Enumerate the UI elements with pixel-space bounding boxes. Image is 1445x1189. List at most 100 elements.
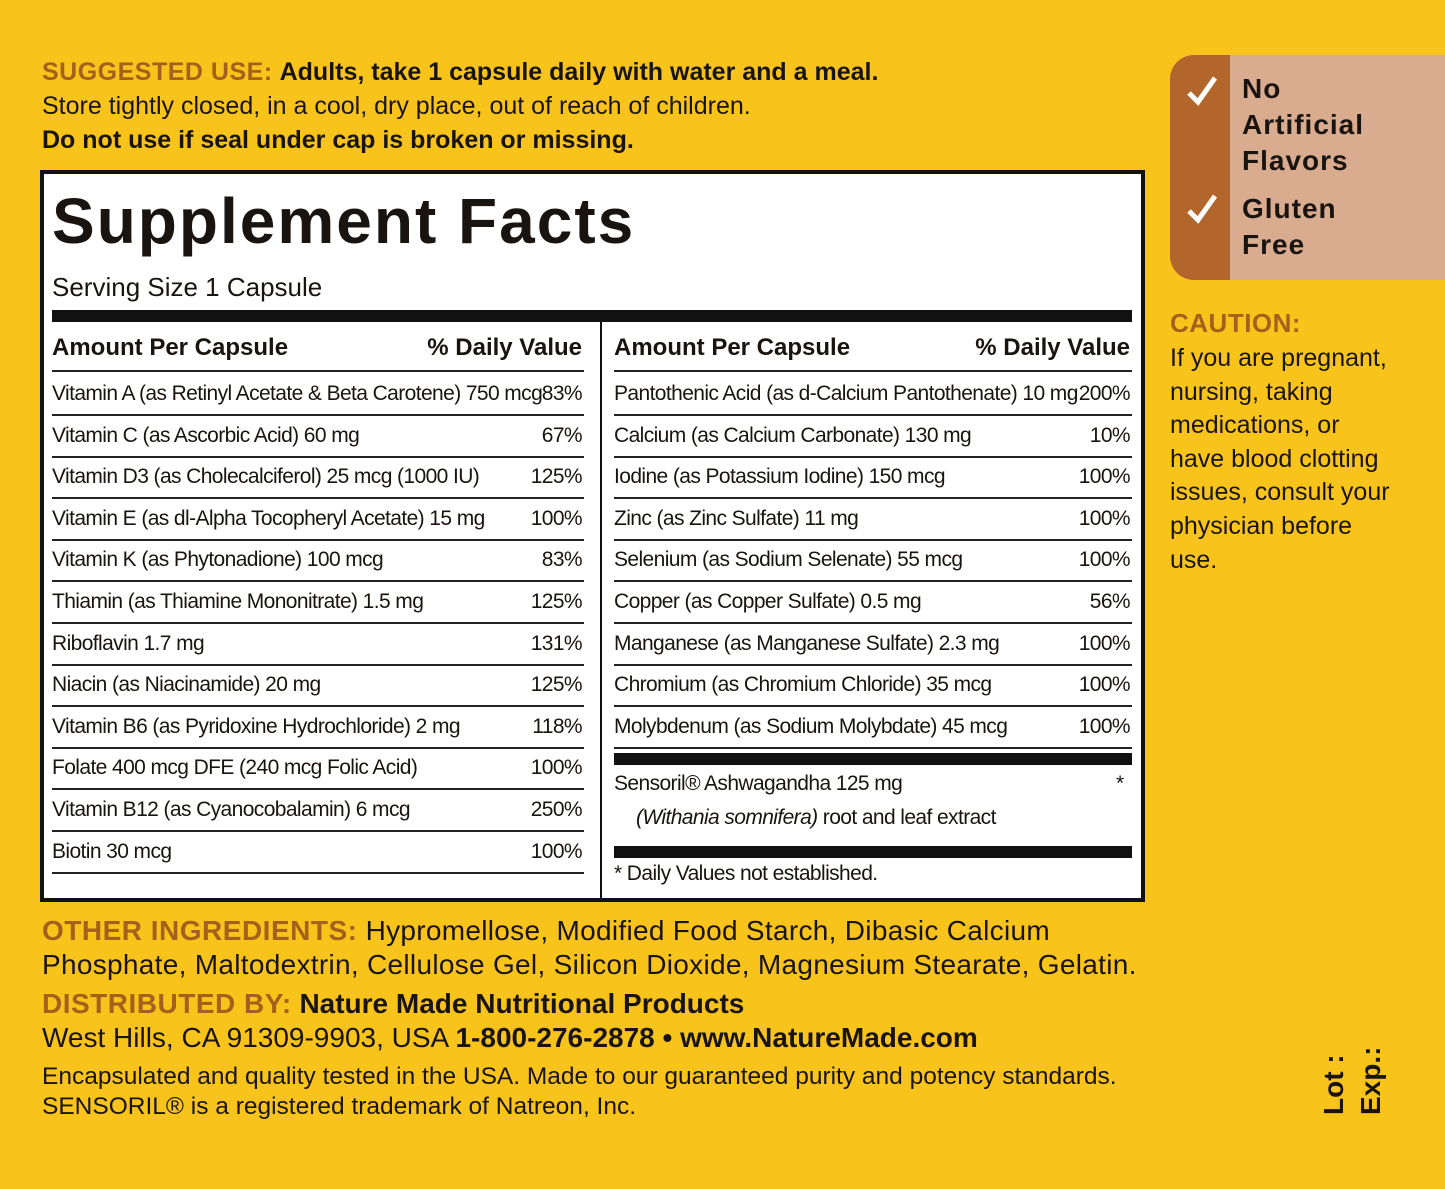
daily-value: 100% bbox=[1078, 714, 1131, 738]
check bbox=[1187, 194, 1218, 224]
nutrient-row: Folate 400 mcg DFE (240 mcg Folic Acid) 1… bbox=[52, 749, 584, 791]
rule bbox=[614, 846, 1132, 858]
daily-value: 100% bbox=[1078, 631, 1131, 655]
daily-value: 118% bbox=[532, 714, 582, 738]
nutrient: Zinc (as Zinc Sulfate) 11 mg bbox=[614, 506, 859, 530]
footer: SENSORIL® is a registered trademark of N… bbox=[42, 1093, 637, 1120]
daily-value: 125% bbox=[530, 590, 583, 613]
nutrient-row: Molybdenum (as Sodium Molybdate) 45 mcg 1… bbox=[614, 708, 1132, 749]
daily-value: 83% bbox=[541, 382, 583, 405]
nutrient: Riboflavin 1.7 mg bbox=[52, 631, 205, 655]
badge: Gluten Free bbox=[1242, 193, 1337, 260]
nutrient-row: Pantothenic Acid (as d-Calcium Pantothen… bbox=[614, 375, 1132, 416]
text: Hypromellose, Modified Food Starch, Diba… bbox=[42, 915, 1137, 980]
nutrient: Calcium (as Calcium Carbonate) 130 mg bbox=[614, 423, 972, 447]
nutrient: Pantothenic Acid (as d-Calcium Pantothen… bbox=[614, 382, 1078, 405]
nutrient-row: Manganese (as Manganese Sulfate) 2.3 mg 1… bbox=[614, 625, 1132, 666]
badge-strip bbox=[1170, 55, 1230, 280]
warning: Do not use if seal under cap is broken o… bbox=[42, 126, 634, 154]
daily-value: 67% bbox=[541, 423, 583, 447]
nutrient-row: Iodine (as Potassium Iodine) 150 mcg 100% bbox=[614, 458, 1132, 500]
daily-value: 100% bbox=[530, 506, 583, 530]
ashwagandha: Sensoril® Ashwagandha 125 mg bbox=[614, 772, 903, 795]
lot: Lot : bbox=[1318, 1054, 1349, 1115]
daily-value: 125% bbox=[530, 465, 583, 489]
header-amount: Amount Per Capsule bbox=[614, 334, 851, 361]
daily-value: 56% bbox=[1089, 590, 1131, 613]
facts-title: Supplement Facts bbox=[52, 185, 636, 257]
nutrient-row: Selenium (as Sodium Selenate) 55 mcg 100% bbox=[614, 541, 1132, 583]
header-row: Amount Per Capsule % Daily Value bbox=[614, 326, 1132, 372]
nutrient-row: Vitamin C (as Ascorbic Acid) 60 mg 67% bbox=[52, 417, 584, 458]
nutrient: Vitamin K (as Phytonadione) 100 mcg bbox=[52, 548, 384, 572]
footnote: * Daily Values not established. bbox=[614, 862, 878, 885]
nutrient-row: Vitamin D3 (as Cholecalciferol) 25 mcg (… bbox=[52, 458, 584, 500]
daily-value: 100% bbox=[1078, 465, 1131, 489]
daily-value: 100% bbox=[1078, 673, 1131, 697]
nutrient: Molybdenum (as Sodium Molybdate) 45 mcg bbox=[614, 714, 1008, 738]
ashwagandha-dv: * bbox=[1116, 772, 1125, 795]
nutrient-row: Vitamin K (as Phytonadione) 100 mcg 83% bbox=[52, 541, 584, 583]
rule bbox=[614, 753, 1132, 765]
header-dv: % Daily Value bbox=[427, 334, 582, 361]
exp: Exp.: bbox=[1355, 1046, 1386, 1115]
daily-value: 125% bbox=[530, 673, 583, 697]
nutrient: Vitamin D3 (as Cholecalciferol) 25 mcg (… bbox=[52, 465, 480, 489]
address: West Hills, CA 91309-9903, USA bbox=[42, 1022, 448, 1053]
text: Adults, take 1 capsule daily with water … bbox=[279, 58, 879, 86]
nutrient-row: Calcium (as Calcium Carbonate) 130 mg 10% bbox=[614, 417, 1132, 458]
serving: Serving Size 1 Capsule bbox=[52, 272, 323, 302]
nutrient: Vitamin B6 (as Pyridoxine Hydrochloride)… bbox=[52, 714, 461, 738]
daily-value: 200% bbox=[1078, 382, 1131, 405]
nutrient-row: Chromium (as Chromium Chloride) 35 mcg 10… bbox=[614, 666, 1132, 708]
nutrient-row: Zinc (as Zinc Sulfate) 11 mg 100% bbox=[614, 500, 1132, 541]
nutrient-row: Copper (as Copper Sulfate) 0.5 mg 56% bbox=[614, 583, 1132, 624]
nutrient-row: Biotin 30 mcg 100% bbox=[52, 833, 584, 874]
nutrient: Vitamin E (as dl-Alpha Tocopheryl Acetat… bbox=[52, 506, 485, 530]
badge: No Artificial Flavors bbox=[1242, 73, 1365, 176]
nutrient-row: Vitamin B12 (as Cyanocobalamin) 6 mcg 250… bbox=[52, 791, 584, 832]
latin: (Withania somnifera) bbox=[636, 806, 818, 829]
footer: Encapsulated and quality tested in the U… bbox=[42, 1063, 1117, 1090]
check bbox=[1187, 76, 1218, 106]
address: West Hills, CA 91309-9903, USA 1-800-276… bbox=[42, 1022, 978, 1054]
header-dv: % Daily Value bbox=[975, 334, 1130, 361]
daily-value: 100% bbox=[1078, 506, 1131, 530]
header-amount: Amount Per Capsule bbox=[52, 334, 289, 361]
badges: No Artificial Flavors Gluten Free bbox=[1170, 55, 1445, 280]
nutrient-row: Vitamin B6 (as Pyridoxine Hydrochloride)… bbox=[52, 708, 584, 749]
daily-value: 100% bbox=[530, 756, 583, 780]
nutrient-row: Vitamin E (as dl-Alpha Tocopheryl Acetat… bbox=[52, 500, 584, 541]
label: OTHER INGREDIENTS: bbox=[42, 915, 358, 946]
nutrient: Vitamin B12 (as Cyanocobalamin) 6 mcg bbox=[52, 798, 411, 821]
daily-value: 250% bbox=[530, 798, 583, 821]
nutrient: Manganese (as Manganese Sulfate) 2.3 mg bbox=[614, 631, 1000, 655]
divider bbox=[600, 322, 602, 898]
daily-value: 83% bbox=[541, 548, 583, 572]
nutrient: Selenium (as Sodium Selenate) 55 mcg bbox=[614, 548, 963, 572]
caution-label: CAUTION: bbox=[1170, 308, 1302, 338]
ashwagandha-extract: (Withania somnifera) root and leaf extra… bbox=[636, 806, 996, 830]
storage: Store tightly closed, in a cool, dry pla… bbox=[42, 92, 751, 120]
contact: 1-800-276-2878 • www.NatureMade.com bbox=[455, 1022, 978, 1053]
supplement-facts: Supplement Facts Serving Size 1 Capsule … bbox=[40, 170, 1145, 902]
daily-value: 131% bbox=[530, 631, 583, 655]
caution-text: If you are pregnant, nursing, taking med… bbox=[1170, 344, 1390, 574]
rule bbox=[52, 310, 1132, 322]
distributor: DISTRIBUTED BY: Nature Made Nutritional … bbox=[42, 988, 744, 1020]
nutrient: Iodine (as Potassium Iodine) 150 mcg bbox=[614, 465, 946, 489]
nutrient: Biotin 30 mcg bbox=[52, 839, 172, 863]
nutrient-row: Thiamin (as Thiamine Mononitrate) 1.5 mg… bbox=[52, 583, 584, 624]
nutrient-row: Riboflavin 1.7 mg 131% bbox=[52, 625, 584, 666]
nutrient: Vitamin C (as Ascorbic Acid) 60 mg bbox=[52, 423, 360, 447]
nutrient-row: Niacin (as Niacinamide) 20 mg 125% bbox=[52, 666, 584, 708]
nutrient: Folate 400 mcg DFE (240 mcg Folic Acid) bbox=[52, 756, 418, 780]
suggested-use: SUGGESTED USE: Adults, take 1 capsule da… bbox=[42, 58, 878, 87]
label: DISTRIBUTED BY: bbox=[42, 988, 292, 1019]
nutrient: Chromium (as Chromium Chloride) 35 mcg bbox=[614, 673, 992, 697]
other-ingredients: OTHER INGREDIENTS: Hypromellose, Modifie… bbox=[42, 914, 1142, 982]
nutrient: Thiamin (as Thiamine Mononitrate) 1.5 mg bbox=[52, 590, 424, 613]
nutrient: Copper (as Copper Sulfate) 0.5 mg bbox=[614, 590, 922, 613]
nutrient: Vitamin A (as Retinyl Acetate & Beta Car… bbox=[52, 382, 543, 405]
